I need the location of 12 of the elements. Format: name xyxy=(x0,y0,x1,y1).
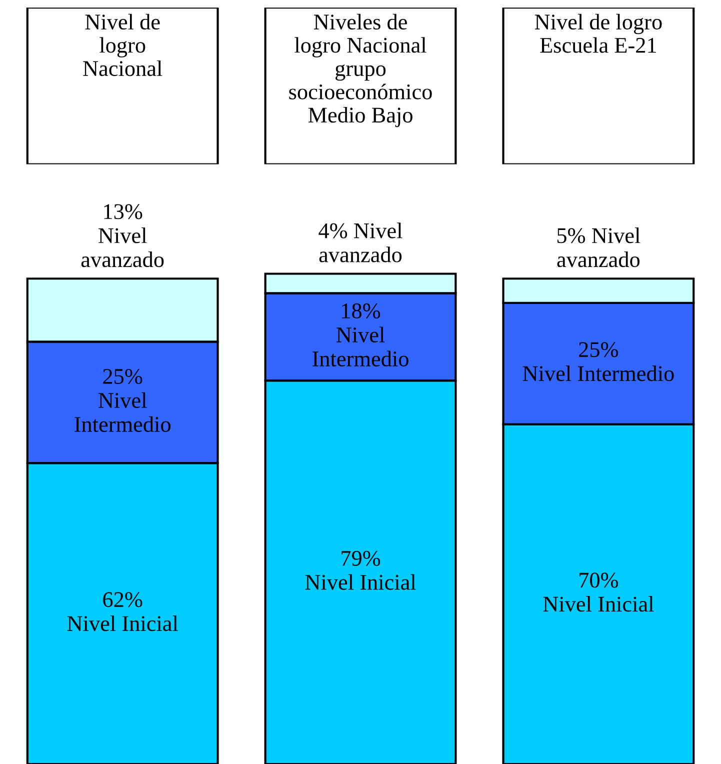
data-label: 70% Nivel Inicial xyxy=(543,572,654,612)
data-label: 25% Nivel Intermedio xyxy=(522,342,674,382)
data-label: 18% Nivel Intermedio xyxy=(312,303,408,366)
data-label: 4% Nivel avanzado xyxy=(318,222,402,262)
data-label: 62% Nivel Inicial xyxy=(67,592,178,632)
x-tick-label: Nivel de logro Escuela E-21 xyxy=(534,14,662,53)
x-tick-label: Niveles de logro Nacional grupo socioeconómico Medio Bajo xyxy=(289,14,432,128)
data-label: 25% Nivel Intermedio xyxy=(74,368,170,432)
data-label: 13% Nivel avanzado xyxy=(81,204,164,268)
data-label: 5% Nivel avanzado xyxy=(557,228,640,268)
data-label: 79% Nivel Inicial xyxy=(305,550,416,590)
x-tick-label: Nivel de logro Nacional xyxy=(83,14,162,76)
